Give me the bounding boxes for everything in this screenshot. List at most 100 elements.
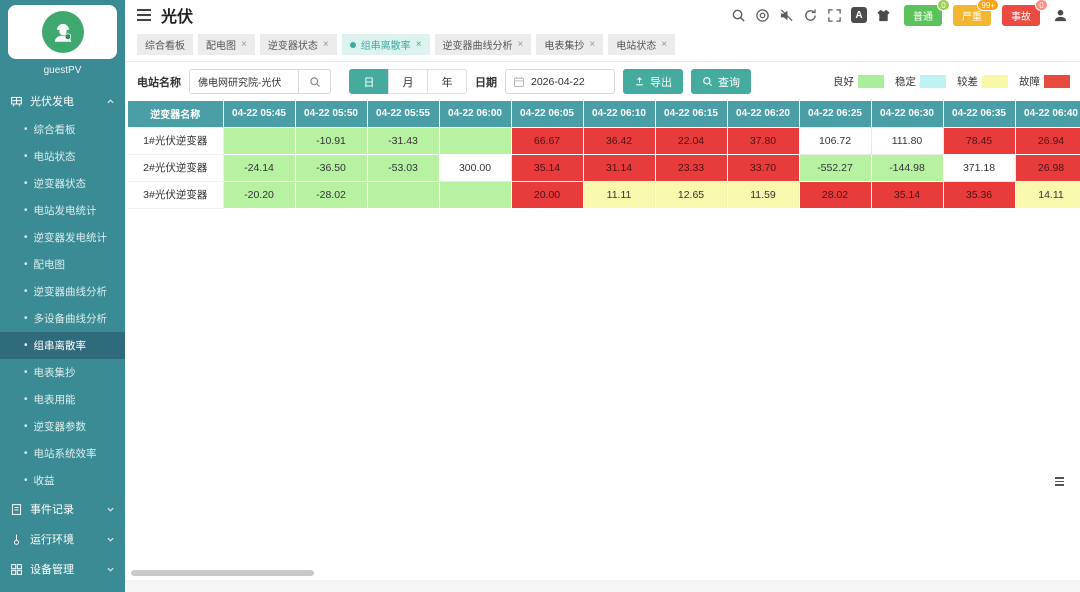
avatar[interactable] — [41, 11, 84, 53]
sidebar-item-逆变器发电统计[interactable]: • 逆变器发电统计 — [0, 224, 125, 251]
value-cell: -24.14 — [222, 153, 296, 182]
tab-电表集抄[interactable]: 电表集抄 × — [536, 34, 604, 55]
menu-toggle-icon[interactable] — [137, 9, 151, 21]
floating-handle-icon[interactable] — [1055, 477, 1064, 486]
alarm-badge: 99+ — [977, 0, 999, 11]
alarm-button-严重[interactable]: 严重 99+ — [953, 0, 999, 26]
tab-组串离散率[interactable]: 组串离散率 × — [341, 34, 430, 55]
tab-逆变器状态[interactable]: 逆变器状态 × — [259, 34, 337, 55]
sidebar-item-组串离散率[interactable]: • 组串离散率 — [0, 332, 125, 359]
value-cell: 106.72 — [798, 126, 872, 155]
table-row: 1#光伏逆变器 -10.91 -31.43 66.67 36.42 22.04 37.80 1… — [128, 126, 1080, 155]
alarm-button-普通[interactable]: 普通 0 — [904, 0, 950, 26]
value-cell: 66.67 — [510, 126, 584, 155]
tab-逆变器曲线分析[interactable]: 逆变器曲线分析 × — [434, 34, 532, 55]
station-name-input[interactable] — [190, 70, 298, 93]
sidebar-subitems: • 综合看板 • 电站状态 • 逆变器状态 • 电站发电统计 • 逆变器发电统计 • 配电图 • 逆变器曲… — [0, 116, 125, 494]
sidebar-item-逆变器参数[interactable]: • 逆变器参数 — [0, 413, 125, 440]
value-cell: -36.50 — [294, 153, 368, 182]
sidebar-group-label: 运行环境 — [30, 534, 74, 546]
inverter-name-cell: 1#光伏逆变器 — [128, 126, 224, 155]
value-cell — [438, 180, 512, 209]
tab-label: 综合看板 — [145, 41, 185, 52]
export-button[interactable]: 导出 — [623, 69, 683, 94]
sidebar-item-电站系统效率[interactable]: • 电站系统效率 — [0, 440, 125, 467]
tab-bar: 综合看板 配电图 × 逆变器状态 × 组串离散率 × 逆变器曲线分析 × 电表集抄 × 电站状态 × — [125, 30, 1080, 62]
sidebar-group-label: 事件记录 — [30, 504, 74, 516]
sidebar-item-电表用能[interactable]: • 电表用能 — [0, 386, 125, 413]
value-cell: -20.20 — [222, 180, 296, 209]
theme-shirt-icon[interactable] — [876, 8, 891, 23]
fullscreen-icon[interactable] — [827, 8, 842, 23]
mute-icon[interactable] — [779, 8, 794, 23]
tab-close-icon[interactable]: × — [241, 39, 247, 50]
target-icon[interactable] — [755, 8, 770, 23]
sidebar-item-综合看板[interactable]: • 综合看板 — [0, 116, 125, 143]
tab-电站状态[interactable]: 电站状态 × — [608, 34, 676, 55]
query-search-icon — [703, 77, 713, 87]
station-input-group — [189, 69, 331, 94]
sidebar-group-devices[interactable]: 设备管理 — [0, 554, 125, 584]
sidebar-item-逆变器曲线分析[interactable]: • 逆变器曲线分析 — [0, 278, 125, 305]
tab-label: 电表集抄 — [544, 41, 585, 52]
user-icon[interactable] — [1053, 8, 1068, 23]
alarm-button-事故[interactable]: 事故 0 — [1002, 0, 1048, 26]
value-cell: 35.36 — [942, 180, 1016, 209]
chevron-up-icon — [107, 98, 114, 103]
value-cell — [222, 126, 296, 155]
tab-label: 逆变器曲线分析 — [442, 41, 513, 52]
time-column-header: 04-22 06:20 — [727, 101, 800, 127]
search-icon[interactable] — [731, 8, 746, 23]
legend-item-良好: 良好 — [833, 74, 884, 89]
sidebar-group-ops[interactable]: 运维管理 — [0, 584, 125, 592]
tab-close-icon[interactable]: × — [415, 39, 422, 50]
value-cell: 36.42 — [582, 126, 656, 155]
time-column-header: 04-22 06:35 — [943, 101, 1016, 127]
footer-strip — [125, 580, 1080, 592]
period-segmented-control: 日月年 — [349, 69, 467, 94]
tab-配电图[interactable]: 配电图 × — [198, 34, 255, 55]
bullet-icon: • — [24, 313, 28, 324]
sidebar-item-收益[interactable]: • 收益 — [0, 467, 125, 494]
time-column-header: 04-22 06:15 — [655, 101, 728, 127]
alarm-badge: 0 — [937, 0, 950, 11]
sidebar-group-solar[interactable]: 光伏发电 — [0, 86, 125, 116]
station-name-label: 电站名称 — [137, 76, 181, 89]
tab-label: 逆变器状态 — [267, 41, 318, 52]
period-button-日[interactable]: 日 — [349, 69, 389, 94]
period-button-年[interactable]: 年 — [427, 69, 467, 94]
tab-close-icon[interactable]: × — [517, 39, 524, 50]
tab-close-icon[interactable]: × — [589, 39, 596, 50]
period-button-月[interactable]: 月 — [388, 69, 428, 94]
horizontal-scrollbar[interactable] — [131, 570, 314, 576]
table-row: 2#光伏逆变器 -24.14 -36.50 -53.03 300.00 35.14 31.1… — [128, 153, 1080, 182]
topbar-actions: A 普通 0 严重 99+ 事故 0 — [731, 0, 1068, 26]
sidebar-item-电站发电统计[interactable]: • 电站发电统计 — [0, 197, 125, 224]
refresh-icon[interactable] — [803, 8, 818, 23]
date-input[interactable]: 2026-04-22 — [505, 69, 615, 94]
query-button[interactable]: 查询 — [691, 69, 751, 94]
sidebar-item-电站状态[interactable]: • 电站状态 — [0, 143, 125, 170]
bullet-icon: • — [24, 421, 28, 432]
sidebar-group-label: 设备管理 — [30, 564, 74, 576]
tab-close-icon[interactable]: × — [322, 39, 329, 50]
value-cell: 26.98 — [1014, 153, 1080, 182]
station-search-icon[interactable] — [298, 70, 330, 93]
value-cell: 371.18 — [942, 153, 1016, 182]
tab-综合看板[interactable]: 综合看板 — [137, 34, 193, 55]
font-size-icon[interactable]: A — [851, 7, 867, 23]
bullet-icon: • — [24, 394, 28, 405]
sidebar-group-events[interactable]: 事件记录 — [0, 494, 125, 524]
alarm-buttons: 普通 0 严重 99+ 事故 0 — [904, 0, 1048, 26]
value-cell: 11.59 — [726, 180, 800, 209]
sidebar-item-电表集抄[interactable]: • 电表集抄 — [0, 359, 125, 386]
sidebar-item-逆变器状态[interactable]: • 逆变器状态 — [0, 170, 125, 197]
tab-close-icon[interactable]: × — [661, 39, 668, 50]
time-column-header: 04-22 05:45 — [223, 101, 296, 127]
top-bar: 光伏 A 普通 0 严重 99+ 事故 0 — [125, 0, 1080, 30]
table-body: 1#光伏逆变器 -10.91 -31.43 66.67 36.42 22.04 37.80 1… — [128, 126, 1080, 209]
sidebar-group-environment[interactable]: 运行环境 — [0, 524, 125, 554]
sidebar-item-配电图[interactable]: • 配电图 — [0, 251, 125, 278]
legend-label: 良好 — [833, 76, 854, 88]
sidebar-item-多设备曲线分析[interactable]: • 多设备曲线分析 — [0, 305, 125, 332]
